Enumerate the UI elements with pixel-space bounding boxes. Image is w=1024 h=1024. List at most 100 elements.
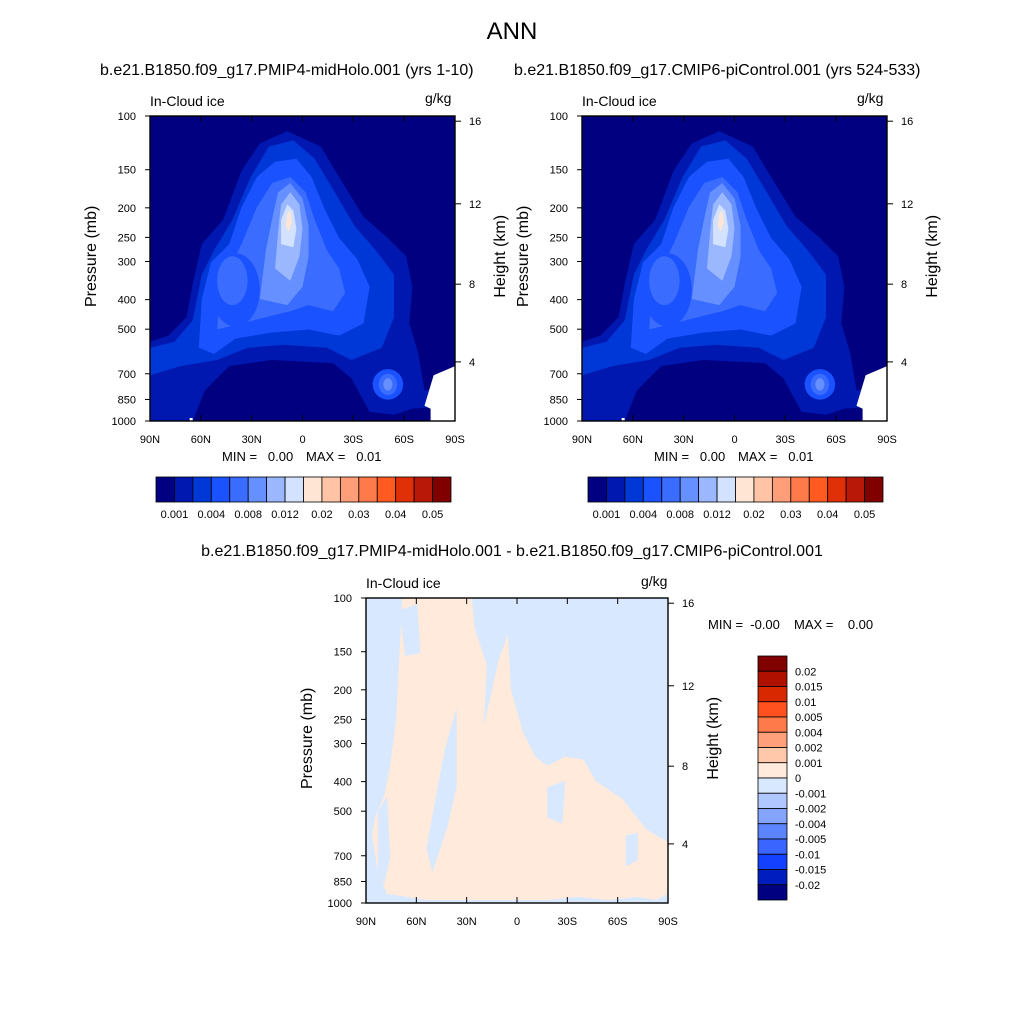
panel-diff-height-tick-label: 4: [682, 839, 688, 851]
panel-picontrol-xtick-label: 90N: [572, 434, 592, 446]
panel-midholo-surface-notch: [189, 418, 193, 421]
panel-diff-cbar-swatch: [757, 747, 788, 764]
panel-midholo-cbar-swatch: [284, 476, 304, 503]
panel-diff-cbar-swatch: [757, 884, 788, 901]
panel-midholo-ytick-label: 150: [118, 165, 136, 177]
panel-diff-ytick-label: 150: [334, 647, 352, 659]
panel-picontrol-cbar-swatch: [642, 476, 663, 503]
panel-midholo-cbar-swatch: [192, 476, 212, 503]
min-label-diff: MIN = -0.00: [708, 617, 780, 632]
panel-midholo-cbar-label: 0.05: [422, 509, 443, 521]
panel-diff-cbar-swatch: [757, 762, 788, 779]
panel-diff-cbar-label: 0.001: [795, 758, 823, 770]
panel-diff-cbar-swatch: [757, 731, 788, 748]
panel-diff-cbar-swatch: [757, 808, 788, 825]
panel-diff-cbar-swatch: [757, 838, 788, 855]
panel-picontrol-xtick-label: 30S: [776, 434, 796, 446]
panel-picontrol-cbar-label: 0.04: [817, 509, 838, 521]
panel-diff-ytick-label: 250: [334, 714, 352, 726]
panel-picontrol-cbar-swatch: [827, 476, 847, 503]
panel-midholo-ytick-label: 100: [118, 111, 136, 123]
panel-midholo-cbar-swatch: [266, 476, 286, 503]
panel-picontrol-cbar-swatch: [716, 476, 736, 503]
panel-picontrol-cbar-swatch: [790, 476, 810, 503]
panel-picontrol-cbar-label: 0.02: [743, 509, 764, 521]
panel-diff-cbar-swatch: [757, 686, 788, 703]
panel-diff-xtick-label: 60S: [608, 916, 628, 928]
panel-diff-contours: [366, 598, 668, 903]
panel-title-midholo: b.e21.B1850.f09_g17.PMIP4-midHolo.001 (y…: [100, 62, 474, 79]
panel-picontrol-cbar-swatch: [587, 476, 607, 503]
panel-diff-ytick-label: 850: [334, 876, 352, 888]
panel-midholo-cbar-swatch: [432, 476, 452, 503]
panel-diff-cbar-label: -0.015: [795, 865, 826, 877]
panel-midholo-ylabel-right: Height (km): [492, 215, 509, 298]
panel-title-picontrol: b.e21.B1850.f09_g17.CMIP6-piControl.001 …: [514, 62, 921, 79]
panel-midholo-level-7: [285, 210, 292, 232]
panel-diff-xtick-label: 90N: [356, 916, 376, 928]
panel-picontrol-ytick-label: 700: [550, 369, 568, 381]
panel-diff-ytick-label: 400: [334, 777, 352, 789]
panel-picontrol-height-tick-label: 12: [901, 199, 913, 211]
panel-picontrol-level-7: [717, 210, 724, 232]
panel-midholo-height-tick-label: 16: [469, 116, 481, 128]
panel-diff-negative-patch-4: [625, 832, 638, 867]
panel-midholo-ytick-label: 1000: [112, 416, 136, 428]
panel-diff-xtick-label: 60N: [406, 916, 426, 928]
panel-diff-ylabel-right: Height (km): [705, 697, 722, 780]
panel-picontrol-cbar-swatch: [864, 476, 884, 503]
panel-diff-cbar-label: 0.02: [795, 666, 816, 678]
panel-midholo-height-tick-label: 12: [469, 199, 481, 211]
panel-picontrol-cbar-swatch: [845, 476, 865, 503]
panel-midholo-ytick-label: 500: [118, 324, 136, 336]
panel-picontrol-xtick-label: 30N: [674, 434, 694, 446]
figure-title: ANN: [486, 18, 538, 45]
panel-diff-ytick-label: 500: [334, 806, 352, 818]
panel-picontrol-xtick-label: 60S: [826, 434, 846, 446]
panel-midholo-cbar-swatch: [247, 476, 268, 503]
panel-diff-xtick-label: 0: [514, 916, 520, 928]
panel-picontrol-ytick-label: 150: [550, 165, 568, 177]
max-label-picontrol: MAX = 0.01: [738, 449, 814, 464]
panel-picontrol-ylabel: Pressure (mb): [515, 206, 532, 307]
panel-midholo-cbar-label: 0.012: [271, 509, 299, 521]
panel-diff-cbar-label: 0.01: [795, 697, 816, 709]
panel-picontrol-xtick-label: 90S: [877, 434, 897, 446]
panel-diff-negative-patch-3: [547, 781, 566, 824]
panel-picontrol-ytick-label: 400: [550, 295, 568, 307]
panel-midholo-cbar-swatch: [155, 476, 175, 503]
panel-picontrol-xtick-label: 0: [731, 434, 737, 446]
panel-diff-negative-patch-1: [426, 707, 457, 873]
panel-picontrol-cbar-swatch: [771, 476, 792, 503]
panel-diff-cbar-label: -0.001: [795, 788, 826, 800]
panel-diff-cbar-label: 0: [795, 773, 801, 785]
panel-picontrol-ytick-label: 200: [550, 203, 568, 215]
panel-midholo-cbar-swatch: [376, 476, 397, 503]
panel-picontrol-surface-mask: [856, 366, 887, 421]
panel-midholo-ytick-label: 850: [118, 394, 136, 406]
panel-picontrol-cbar-swatch: [753, 476, 773, 503]
panel-diff-cbar-label: 0.002: [795, 743, 823, 755]
field-label-diff: In-Cloud ice: [366, 575, 441, 591]
panel-diff-cbar-swatch: [757, 716, 788, 733]
panel-picontrol-ytick-label: 850: [550, 394, 568, 406]
panel-midholo-cbar-swatch: [339, 476, 360, 503]
panel-picontrol-xtick-label: 60N: [623, 434, 643, 446]
units-label-picontrol: g/kg: [857, 90, 884, 106]
panel-diff-height-tick-label: 12: [682, 681, 694, 693]
panel-diff-negative-patch-2: [378, 796, 391, 885]
panel-midholo-cbar-label: 0.004: [198, 509, 226, 521]
panel-midholo-blob-1: [217, 256, 248, 306]
panel-diff-negative-patch-0: [399, 604, 421, 656]
panel-diff-ytick-label: 700: [334, 851, 352, 863]
panel-diff-height-tick-label: 16: [682, 598, 694, 610]
panel-midholo-blob-4: [383, 378, 393, 391]
panel-diff-cbar-label: -0.002: [795, 804, 826, 816]
panel-midholo-xtick-label: 60S: [394, 434, 414, 446]
panel-midholo-cbar-swatch: [358, 476, 378, 503]
panel-picontrol-ytick-label: 300: [550, 257, 568, 269]
panel-midholo-ytick-label: 300: [118, 257, 136, 269]
panel-picontrol-cbar-swatch: [698, 476, 718, 503]
panel-picontrol-blob-1: [649, 256, 680, 306]
panel-midholo-surface-mask: [424, 366, 455, 421]
